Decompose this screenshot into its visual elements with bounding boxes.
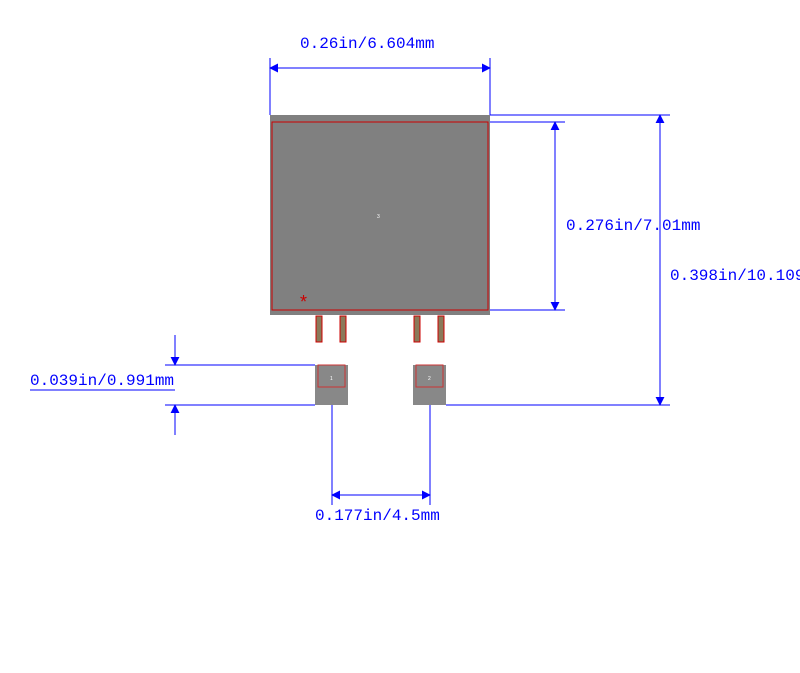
lead xyxy=(316,316,322,342)
pad-1: 1 xyxy=(315,365,348,405)
dim-top-width-label: 0.26in/6.604mm xyxy=(300,35,434,53)
dim-pad-height: 0.039in/0.991mm xyxy=(30,335,315,435)
lead xyxy=(340,316,346,342)
dim-pad-pitch-label: 0.177in/4.5mm xyxy=(315,507,440,525)
dim-pad-pitch: 0.177in/4.5mm xyxy=(315,405,440,525)
dim-pad-height-label: 0.039in/0.991mm xyxy=(30,372,174,390)
pad2-label: 2 xyxy=(428,376,431,382)
pad-2: 2 xyxy=(413,365,446,405)
lead xyxy=(414,316,420,342)
leads-group xyxy=(316,316,444,342)
pad3-label: 3 xyxy=(377,214,380,220)
dim-full-height-label: 0.398in/10.109mm xyxy=(670,267,800,285)
lead xyxy=(438,316,444,342)
pads-group: 1 2 xyxy=(315,365,446,405)
dim-body-height: 0.276in/7.01mm xyxy=(490,122,700,310)
pad1-label: 1 xyxy=(330,376,333,382)
dim-top-width: 0.26in/6.604mm xyxy=(270,35,490,115)
pin1-star: * xyxy=(300,292,307,312)
body-rect xyxy=(270,115,490,315)
component-body: 3 * xyxy=(270,115,490,315)
dim-full-height: 0.398in/10.109mm xyxy=(446,115,800,405)
dim-body-height-label: 0.276in/7.01mm xyxy=(566,217,700,235)
